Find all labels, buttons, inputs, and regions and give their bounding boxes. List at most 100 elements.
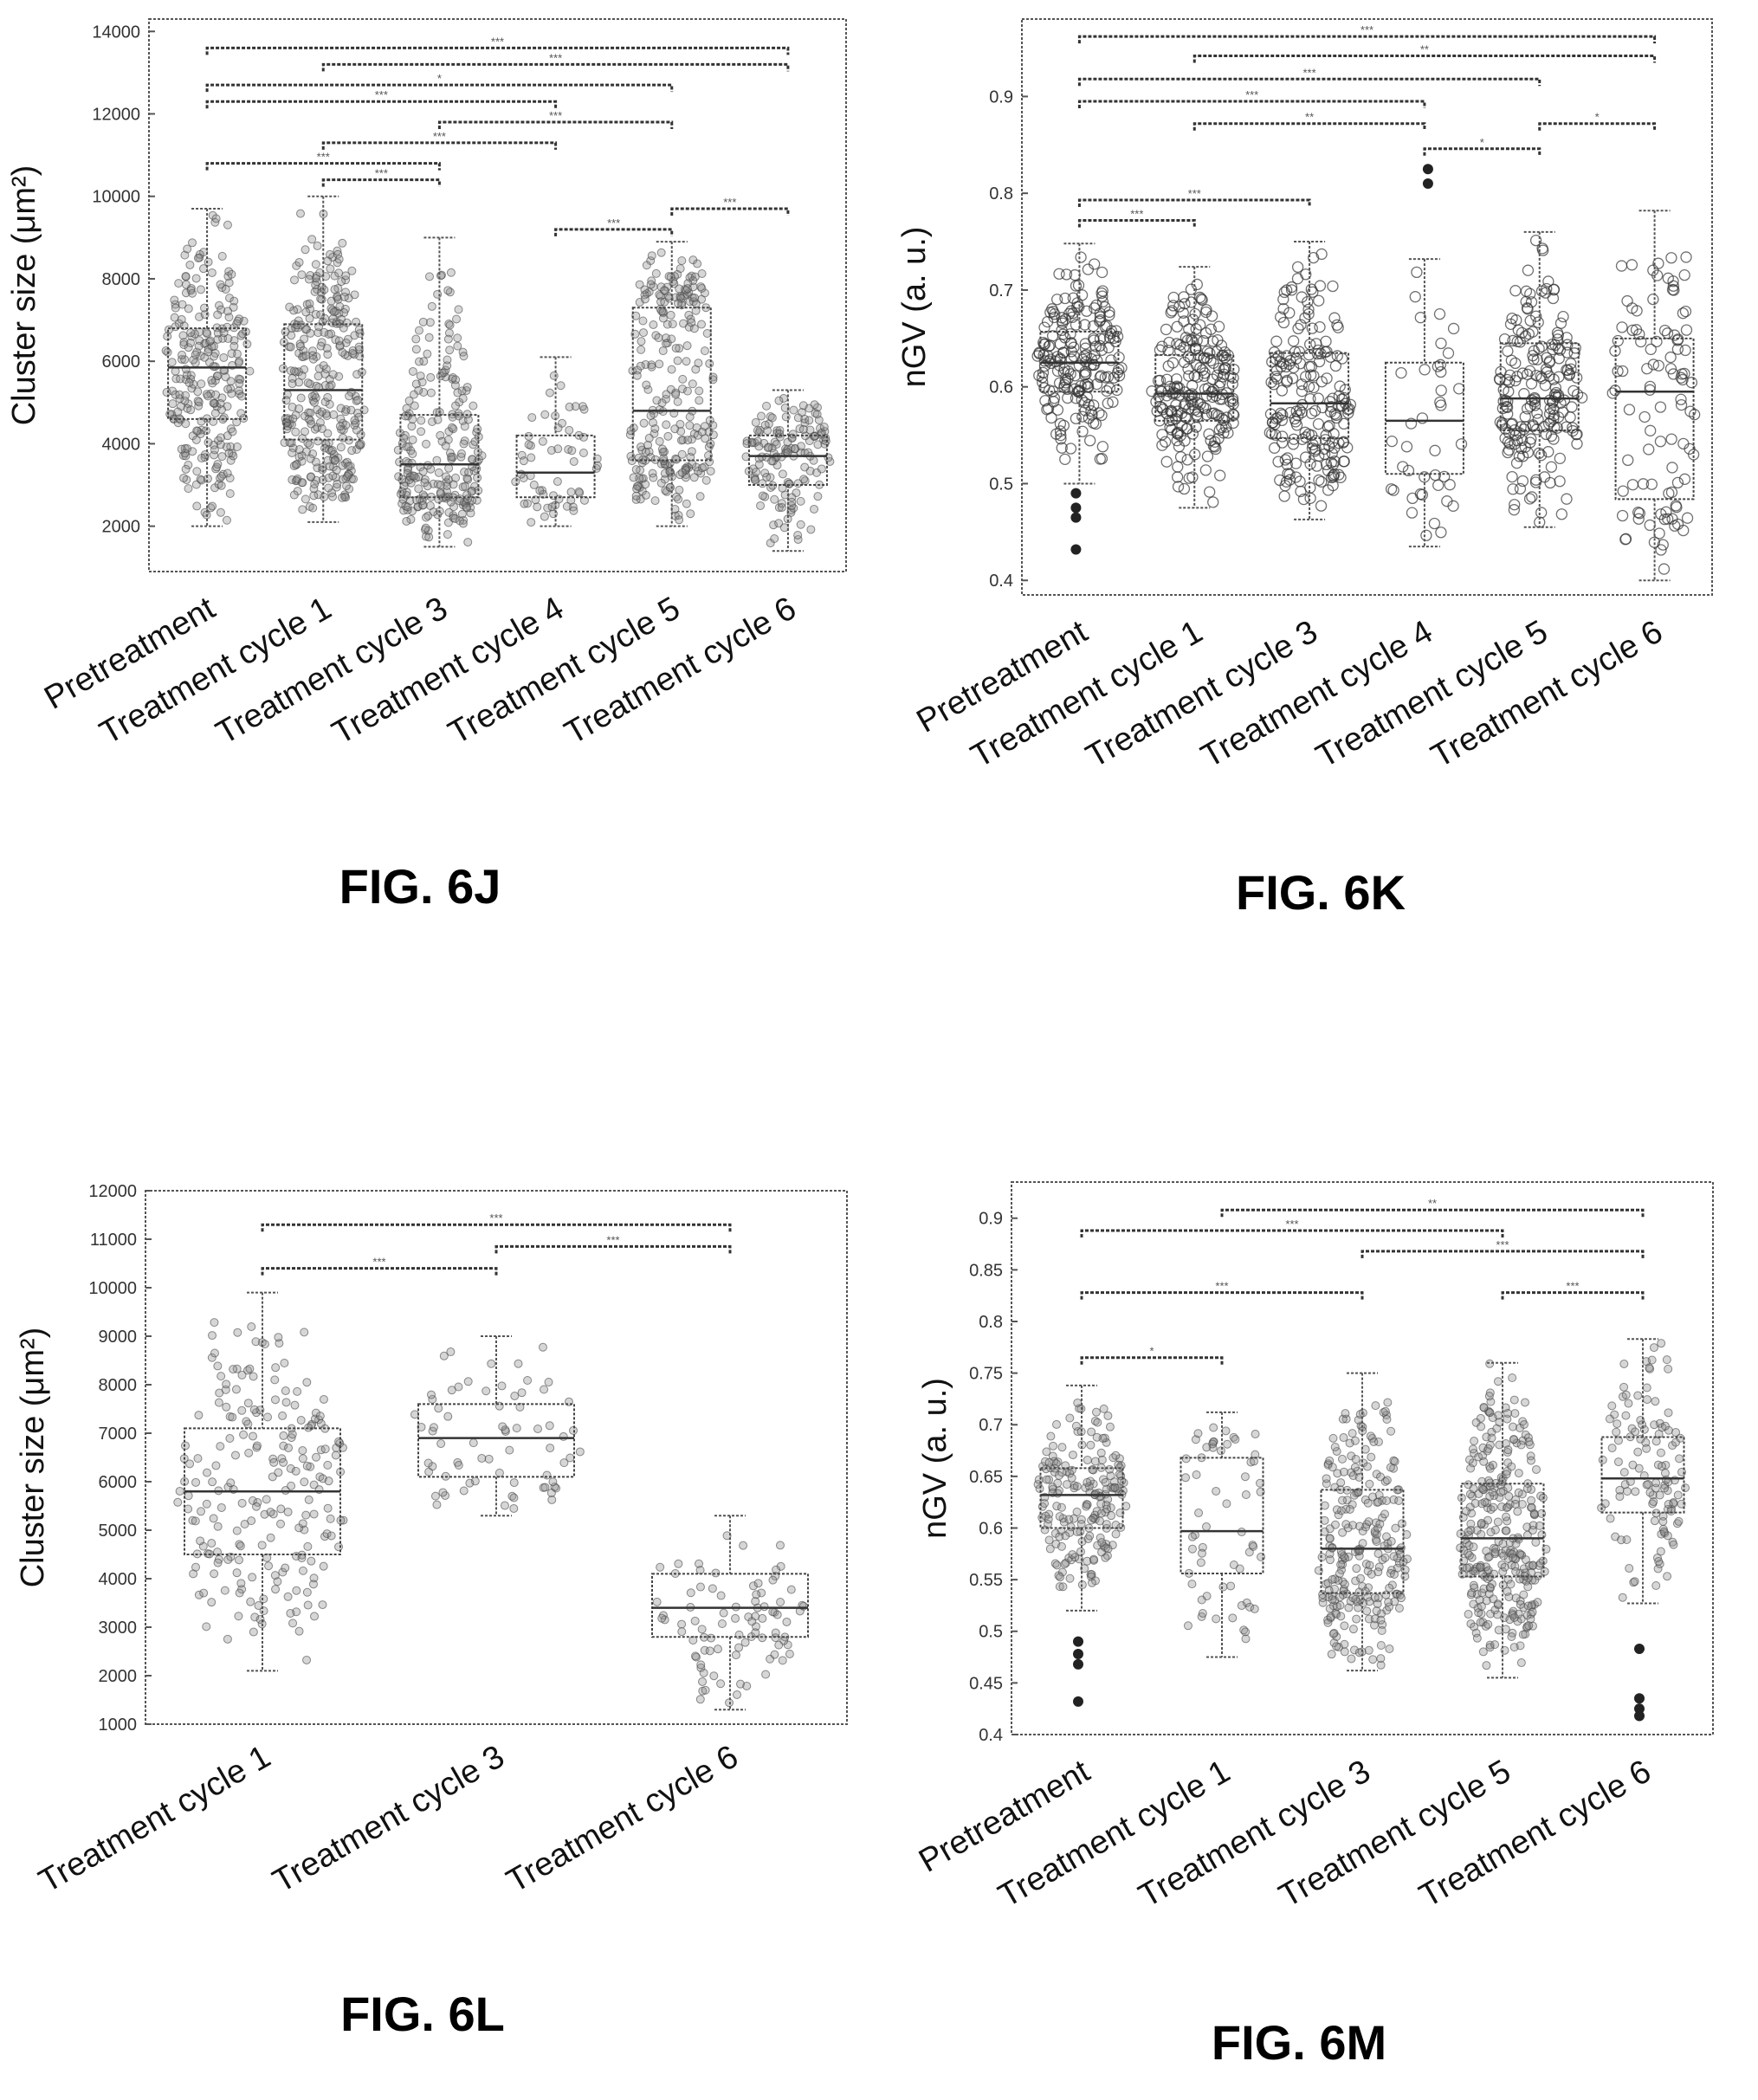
data-point [770,534,779,544]
data-point [209,1514,218,1523]
data-point [227,269,236,279]
data-point [1382,1496,1392,1506]
data-point [549,371,559,380]
data-point [1650,1516,1659,1526]
data-point [778,1656,787,1665]
data-point [1508,1422,1517,1431]
data-point [662,390,671,399]
data-point [320,285,329,294]
data-point [1642,1444,1651,1453]
data-point [1434,359,1446,371]
data-point [1633,1391,1643,1400]
data-point [1287,335,1300,347]
data-point [1380,1406,1390,1416]
data-point [1650,1420,1659,1430]
data-point [1237,1601,1246,1611]
data-point [281,1386,290,1396]
iqr-box [515,434,596,499]
data-point [266,1533,275,1542]
data-point [1489,1502,1498,1512]
data-point [1664,1500,1673,1509]
data-point [254,1601,263,1611]
data-point [233,316,242,326]
data-point [762,401,772,410]
data-point [774,1640,784,1650]
data-point [1336,1612,1346,1621]
data-point [319,1394,328,1404]
data-point [1665,252,1677,264]
data-point [1395,366,1407,379]
data-point [323,429,333,438]
data-point [1654,436,1667,448]
data-point [641,490,650,500]
data-point [637,337,646,346]
data-point [558,418,567,428]
data-point [210,1569,219,1579]
data-point [1065,1573,1075,1583]
data-point [204,391,213,401]
data-point [713,1644,722,1654]
data-point [1101,1477,1110,1487]
data-point [191,1477,201,1487]
data-point [291,1466,301,1476]
data-point [1483,1444,1493,1453]
data-point [462,383,472,392]
data-point [1083,1477,1092,1487]
data-point [705,359,714,368]
bracket-line [1077,100,1426,108]
data-point [1172,461,1184,473]
box-2 [393,236,487,548]
significance-label: *** [1361,23,1373,36]
data-point [316,341,326,351]
data-point [186,328,196,338]
data-point [436,271,445,281]
data-point [278,364,288,373]
data-point [462,503,472,513]
data-point [1368,1655,1378,1664]
data-point [708,1584,717,1593]
significance-bracket: *** [437,109,674,130]
data-point [1372,1537,1381,1547]
outlier-point [1070,512,1082,523]
data-point [1317,1553,1327,1562]
data-point [283,1507,293,1516]
data-point [302,1587,312,1597]
data-point [1677,437,1690,450]
data-point [1096,1448,1106,1457]
data-point [1386,1426,1396,1436]
data-point [523,1375,533,1385]
data-point [770,494,779,504]
data-point [774,396,784,405]
data-point [1117,1476,1127,1486]
data-point [457,509,467,519]
data-point [1056,1573,1065,1582]
data-point [298,1454,307,1464]
data-point [1053,268,1065,280]
data-point [1615,260,1628,272]
data-point [666,272,675,281]
data-point [1111,384,1123,397]
data-point [296,393,306,403]
data-point [446,497,456,507]
y-tick-label: 1000 [99,1716,138,1735]
data-point [354,440,364,449]
data-point [1676,1433,1685,1443]
data-point [482,1386,491,1396]
data-point [185,260,195,269]
data-point [1345,1504,1354,1514]
data-point [1199,464,1212,476]
data-point [1386,1536,1396,1546]
data-point [239,1430,249,1439]
data-point [246,1597,255,1606]
data-point [686,1588,695,1598]
data-point [1394,1496,1404,1505]
data-point [690,1651,700,1661]
data-point [1313,474,1325,487]
data-point [1479,1403,1489,1412]
significance-label: *** [489,1212,502,1224]
data-point [1507,1462,1516,1471]
data-point [216,280,225,289]
data-point [1330,1442,1340,1451]
data-point [296,1416,306,1425]
data-point [167,358,177,367]
